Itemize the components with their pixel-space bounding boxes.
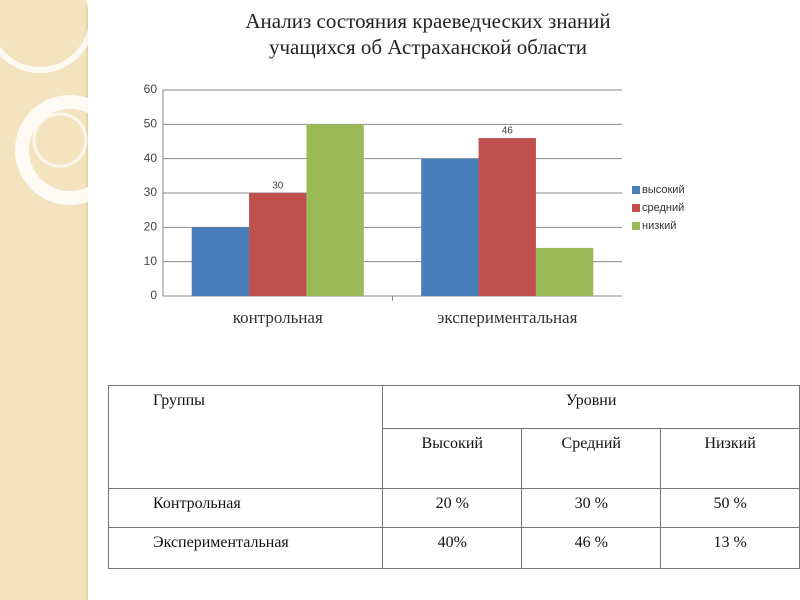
table-cell: 46 % (521, 527, 662, 569)
chart-title: Анализ состояния краеведческих знаний уч… (245, 9, 611, 59)
x-tick-label: экспериментальная (437, 308, 578, 327)
decoration (0, 0, 90, 600)
bar (249, 193, 307, 296)
table-cell: 30 % (521, 488, 662, 528)
deco-ring (32, 112, 88, 168)
legend-swatch (632, 222, 640, 230)
deco-ring (15, 95, 90, 205)
table-subheader: Средний (521, 428, 662, 489)
bar (535, 247, 594, 296)
bar (191, 227, 250, 296)
data-label: 30 (272, 181, 284, 192)
table-cell: 13 % (660, 527, 800, 569)
deco-ring (0, 0, 90, 73)
y-tick-label: 40 (144, 151, 158, 165)
legend-swatch (632, 204, 640, 212)
table: Группы Уровни Высокий Средний Низкий Кон… (107, 385, 800, 569)
y-tick-label: 30 (144, 185, 158, 199)
y-tick-label: 20 (144, 220, 158, 234)
table-cell: 20 % (382, 488, 523, 528)
table-subheader: Низкий (660, 428, 800, 489)
table-header: Группы (107, 385, 384, 489)
y-tick-label: 50 (144, 117, 158, 131)
legend-label: высокий (642, 184, 685, 196)
y-tick-label: 10 (144, 254, 158, 268)
bar (421, 158, 479, 296)
bar (306, 124, 364, 296)
legend-label: низкий (642, 220, 676, 232)
table-cell: Контрольная (107, 488, 384, 528)
table-cell: 50 % (660, 488, 800, 528)
legend-swatch (632, 186, 640, 194)
data-label: 46 (502, 126, 514, 137)
bar (478, 138, 536, 296)
table-subheader: Высокий (382, 428, 523, 489)
y-tick-label: 0 (150, 288, 157, 302)
y-tick-label: 60 (144, 82, 158, 96)
table-header: Уровни (382, 385, 800, 429)
table-cell: Экспериментальная (107, 527, 384, 569)
table-cell: 40% (382, 527, 523, 569)
legend-label: средний (642, 202, 684, 214)
x-tick-label: контрольная (233, 308, 323, 327)
